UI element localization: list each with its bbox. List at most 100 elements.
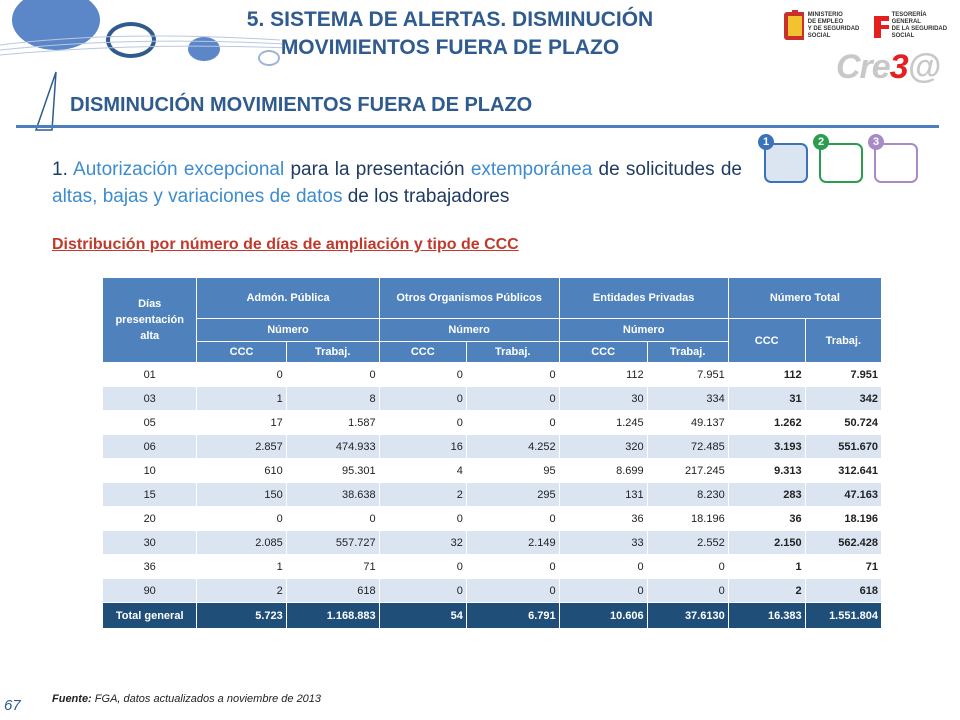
- table-cell: 9.313: [727, 458, 806, 483]
- table-cell: 0: [378, 362, 467, 387]
- table-cell: 334: [646, 386, 729, 411]
- table-cell: 05: [101, 410, 198, 435]
- table-cell: 54: [378, 602, 467, 629]
- table-cell: 1.587: [285, 410, 380, 435]
- table-cell: 36: [558, 506, 648, 531]
- table-cell: 2.149: [465, 530, 560, 555]
- table-cell: 37.6130: [646, 602, 729, 629]
- table-cell: 03: [101, 386, 198, 411]
- table-cell: 320: [558, 434, 648, 459]
- para-text-1: para la presentación: [284, 159, 471, 180]
- table-cell: 36: [101, 554, 198, 579]
- table-cell: 2: [196, 578, 287, 603]
- table-cell: 2.085: [196, 530, 287, 555]
- header-total: Número Total: [727, 277, 883, 319]
- table-cell: 112: [727, 362, 806, 387]
- table-cell: 295: [465, 482, 560, 507]
- table-cell: 72.485: [646, 434, 729, 459]
- table-cell: 0: [285, 506, 380, 531]
- table-cell: 2.150: [727, 530, 806, 555]
- header-numero-3: Número: [558, 318, 729, 342]
- para-text-3: de los trabajadores: [342, 186, 510, 207]
- table-cell: 562.428: [804, 530, 883, 555]
- header-total-trabaj: Trabaj.: [804, 318, 883, 363]
- logo-tesoreria-line1: TESORERÍA GENERAL: [891, 12, 927, 25]
- table-cell: 0: [378, 506, 467, 531]
- table-cell: 0: [378, 386, 467, 411]
- step-box-2: [819, 143, 863, 183]
- table-cell: 1.168.883: [285, 602, 380, 629]
- brand-mid: 3: [889, 48, 909, 86]
- section-rule: [16, 125, 939, 128]
- header-numero-2: Número: [378, 318, 560, 342]
- slide-title-line1: 5. SISTEMA DE ALERTAS. DISMINUCIÓN: [246, 8, 654, 31]
- table-cell: 1: [727, 554, 806, 579]
- table-cell: 2.552: [646, 530, 729, 555]
- table-cell: 7.951: [804, 362, 883, 387]
- table-cell: 0: [378, 410, 467, 435]
- table-cell: 0: [378, 578, 467, 603]
- rule-slash-decor: [34, 71, 57, 131]
- table-cell: 0: [465, 554, 560, 579]
- table-cell: Total general: [101, 602, 198, 629]
- table-cell: 557.727: [285, 530, 380, 555]
- table-cell: 0: [558, 554, 648, 579]
- table-cell: 312.641: [804, 458, 883, 483]
- table-cell: 0: [465, 578, 560, 603]
- table-cell: 10.606: [558, 602, 648, 629]
- table-row: 06 2.857 474.933 16 4.252 320 72.485 3.193 551.6…: [101, 434, 883, 459]
- table-cell: 474.933: [285, 434, 380, 459]
- table-cell: 0: [465, 506, 560, 531]
- table-row: 36 1 71 0 0 0 0 1 71: [101, 554, 883, 579]
- section-subtitle: DISMINUCIÓN MOVIMIENTOS FUERA DE PLAZO: [70, 94, 533, 116]
- table-cell: 18.196: [804, 506, 883, 531]
- distribution-table: Días presentación alta Admón. Pública Ot…: [101, 277, 883, 629]
- table-body: 01 0 0 0 0 112 7.951 112 7.951 03 1 8 0 0 30 334 31 342 05…: [101, 362, 883, 629]
- header-admon: Admón. Pública: [196, 277, 380, 319]
- table-cell: 2.857: [196, 434, 287, 459]
- table-cell: 18.196: [646, 506, 729, 531]
- table-row: 10 610 95.301 4 95 8.699 217.245 9.313 312.641: [101, 458, 883, 483]
- step-number-2: 2: [813, 134, 829, 150]
- tgss-logo-icon: [874, 16, 889, 38]
- table-cell: 1.245: [558, 410, 648, 435]
- step-number-1: 1: [758, 134, 774, 150]
- para-number: 1.: [52, 159, 74, 180]
- table-cell: 4.252: [465, 434, 560, 459]
- table-cell: 15: [101, 482, 198, 507]
- table-cell: 33: [558, 530, 648, 555]
- table-cell: 71: [285, 554, 380, 579]
- table-cell: 283: [727, 482, 806, 507]
- logo-ministerio-line3: Y DE SEGURIDAD SOCIAL: [807, 26, 860, 39]
- table-cell: 49.137: [646, 410, 729, 435]
- source-note: Fuente: FGA, datos actualizados a noviem…: [52, 693, 321, 705]
- step-box-1: [764, 143, 808, 183]
- header-otros: Otros Organismos Públicos: [378, 277, 560, 319]
- table-cell: 0: [646, 554, 729, 579]
- table-cell: 0: [378, 554, 467, 579]
- para-highlight-1: Autorización excepcional: [73, 159, 285, 180]
- table-cell: 0: [558, 578, 648, 603]
- table-row: 15 150 38.638 2 295 131 8.230 283 47.163: [101, 482, 883, 507]
- brand-suffix: @: [907, 48, 941, 86]
- table-row: 03 1 8 0 0 30 334 31 342: [101, 386, 883, 411]
- logos: MINISTERIO DE EMPLEO Y DE SEGURIDAD SOCI…: [780, 4, 952, 48]
- table-cell: 0: [465, 410, 560, 435]
- header-trabaj: Trabaj.: [646, 341, 729, 363]
- table-cell: 50.724: [804, 410, 883, 435]
- logo-ministerio-line1: MINISTERIO: [807, 12, 843, 18]
- header-ccc: CCC: [558, 341, 648, 363]
- table-cell: 1: [196, 554, 287, 579]
- cre3-brand-logo: Cre3@: [836, 48, 941, 87]
- table-cell: 8.230: [646, 482, 729, 507]
- table-cell: 610: [196, 458, 287, 483]
- header-ccc: CCC: [196, 341, 287, 363]
- table-cell: 7.951: [646, 362, 729, 387]
- table-cell: 0: [196, 362, 287, 387]
- brand-prefix: Cre: [836, 48, 891, 86]
- table-cell: 06: [101, 434, 198, 459]
- step-number-3: 3: [868, 134, 884, 150]
- table-cell: 36: [727, 506, 806, 531]
- para-text-2: de solicitudes de: [592, 159, 742, 180]
- table-row: 01 0 0 0 0 112 7.951 112 7.951: [101, 362, 883, 387]
